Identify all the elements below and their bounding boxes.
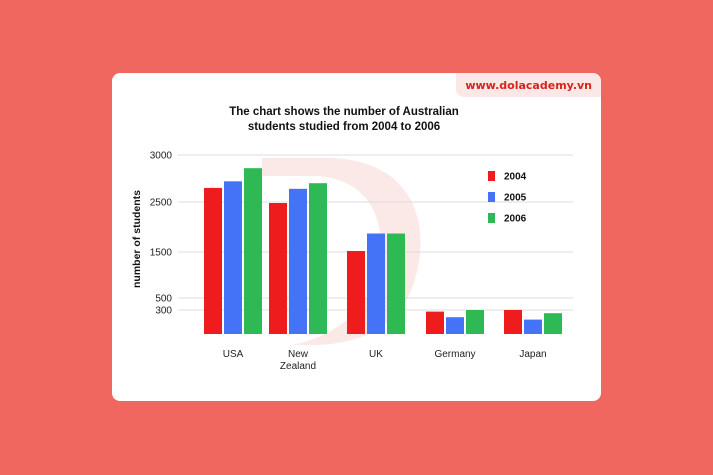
bar-2004-3: [426, 311, 444, 334]
bar-2006-1: [309, 183, 327, 334]
chart-title-line-1: The chart shows the number of Australian: [229, 106, 459, 118]
bar-2005-2: [367, 233, 385, 334]
x-tick-label-1-0: New: [288, 349, 309, 360]
bar-2005-3: [446, 317, 464, 334]
bar-2006-0: [244, 168, 262, 334]
x-tick-label-3-0: Germany: [434, 349, 475, 360]
x-tick-label-2-0: UK: [369, 349, 383, 360]
legend-label-2005: 2005: [504, 193, 527, 204]
bar-2006-3: [466, 310, 484, 334]
bar-2005-0: [224, 181, 242, 334]
y-axis-label: number of students: [131, 190, 143, 288]
website-badge[interactable]: www.dolacademy.vn: [456, 73, 601, 97]
chart-card: www.dolacademy.vn 300 500 1500 2500 3000 USA…: [112, 73, 601, 401]
bar-2004-2: [347, 251, 365, 334]
legend-swatch-2004: [488, 171, 495, 181]
bar-2006-2: [387, 233, 405, 334]
bar-2005-1: [289, 188, 307, 334]
x-tick-label-1-1: Zealand: [280, 361, 316, 372]
y-tick-label-3000: 3000: [150, 151, 173, 162]
legend-swatch-2005: [488, 192, 495, 202]
y-tick-label-500: 500: [155, 294, 172, 305]
bar-2006-4: [544, 313, 562, 334]
x-tick-label-4-0: Japan: [519, 349, 546, 360]
legend-label-2004: 2004: [504, 172, 527, 183]
bar-2004-1: [269, 203, 287, 334]
x-tick-label-0-0: USA: [223, 349, 244, 360]
legend-swatch-2006: [488, 213, 495, 223]
legend-label-2006: 2006: [504, 214, 527, 225]
y-tick-label-2500: 2500: [150, 198, 173, 209]
legend: 2004 2005 2006: [488, 171, 527, 225]
chart-title-line-2: students studied from 2004 to 2006: [248, 121, 440, 133]
bar-2004-4: [504, 310, 522, 334]
bar-2004-0: [204, 187, 222, 334]
y-tick-label-300: 300: [155, 306, 172, 317]
y-tick-label-1500: 1500: [150, 248, 173, 259]
bar-2005-4: [524, 319, 542, 334]
